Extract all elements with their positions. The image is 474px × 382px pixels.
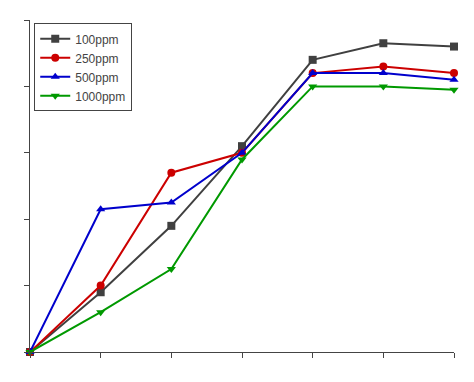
svg-text:100ppm: 100ppm	[75, 33, 118, 47]
svg-text:250ppm: 250ppm	[75, 52, 118, 66]
svg-text:500ppm: 500ppm	[75, 71, 118, 85]
svg-text:1000ppm: 1000ppm	[75, 90, 125, 104]
